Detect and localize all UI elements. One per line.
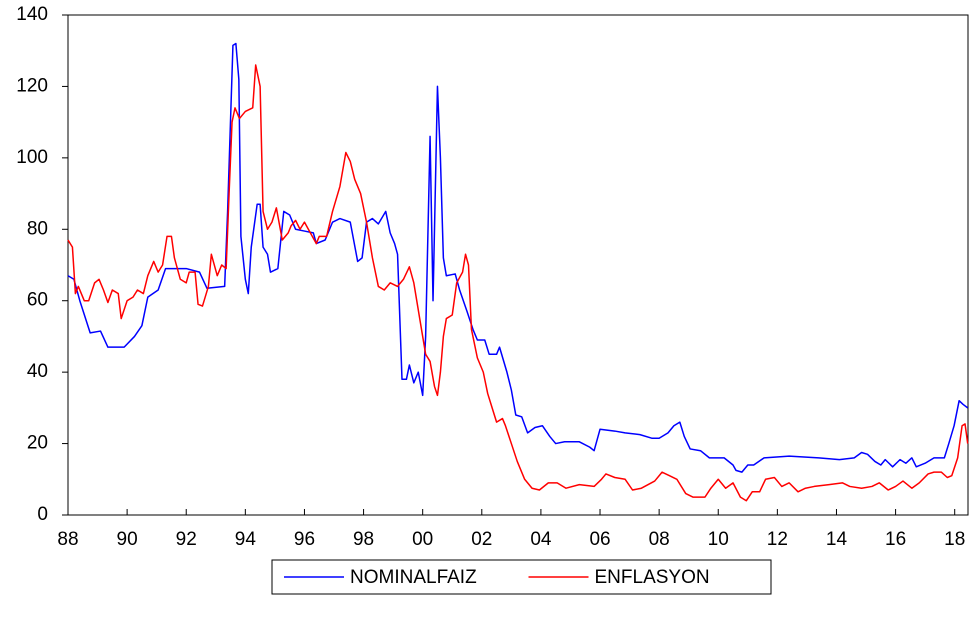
data-line xyxy=(67,64,969,502)
y-tick-label: 0 xyxy=(37,504,48,525)
y-tick-label: 80 xyxy=(27,218,48,239)
x-tick-label: 06 xyxy=(589,529,610,550)
y-tick-label: 60 xyxy=(27,290,48,311)
x-tick-label: 88 xyxy=(57,529,78,550)
y-tick-label: 100 xyxy=(16,147,48,168)
x-tick-label: 00 xyxy=(412,529,433,550)
x-tick-label: 10 xyxy=(708,529,729,550)
x-tick-label: 16 xyxy=(885,529,906,550)
y-tick-label: 20 xyxy=(27,433,48,454)
x-tick-label: 14 xyxy=(826,529,848,550)
legend-label: ENFLASYON xyxy=(595,567,710,588)
data-line xyxy=(67,42,969,473)
x-tick-label: 04 xyxy=(530,529,552,550)
plot-frame xyxy=(67,14,969,516)
y-tick-label: 120 xyxy=(16,75,48,96)
x-tick-label: 94 xyxy=(235,529,257,550)
x-tick-label: 08 xyxy=(649,529,670,550)
x-tick-label: 02 xyxy=(471,529,492,550)
x-tick-label: 90 xyxy=(117,529,138,550)
x-tick-label: 12 xyxy=(767,529,788,550)
legend-label: NOMINALFAIZ xyxy=(350,567,477,588)
legend-box xyxy=(271,559,772,595)
y-tick-label: 40 xyxy=(27,361,48,382)
x-tick-label: 98 xyxy=(353,529,374,550)
x-tick-label: 96 xyxy=(294,529,315,550)
x-tick-label: 92 xyxy=(176,529,197,550)
y-tick-label: 140 xyxy=(16,4,48,25)
x-tick-label: 18 xyxy=(944,529,965,550)
